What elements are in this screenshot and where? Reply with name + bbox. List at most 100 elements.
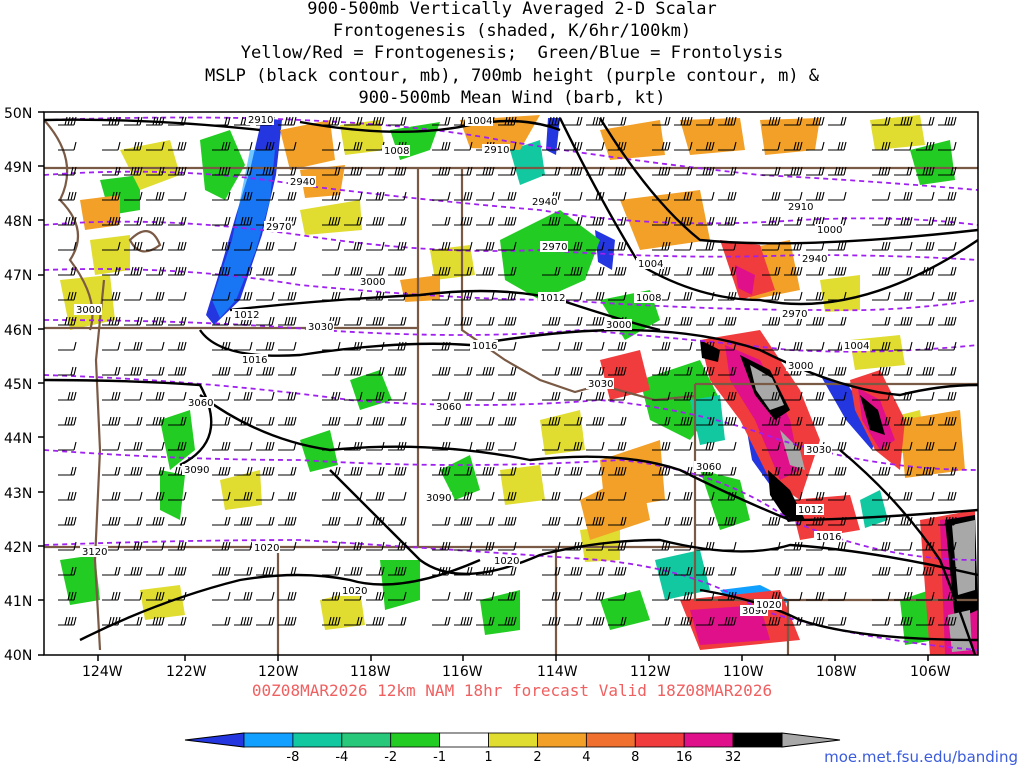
wind-barb (828, 591, 847, 601)
height-label: 2970 (782, 309, 807, 320)
mslp-label: 1020 (756, 600, 781, 611)
wind-barb (344, 616, 363, 626)
colorbar-tick-label: -8 (286, 750, 299, 765)
wind-barb (454, 291, 473, 301)
wind-barb (828, 316, 847, 326)
wind-barb (674, 341, 693, 351)
wind-barb (894, 341, 913, 351)
wind-barb (564, 441, 583, 451)
wind-barb (256, 341, 275, 351)
state-borders (44, 119, 978, 655)
wind-barb (234, 466, 253, 476)
colorbar-swatch (439, 732, 489, 748)
wind-barb (696, 266, 715, 276)
wind-barb (784, 516, 803, 526)
lon-label: 112W (630, 664, 671, 680)
wind-barb (498, 266, 517, 276)
wind-barb (168, 266, 187, 276)
wind-barb (674, 141, 693, 151)
wind-barb (542, 341, 561, 351)
wind-barb (168, 391, 187, 401)
wind-barb (652, 466, 671, 476)
wind-barb (344, 216, 363, 226)
wind-barb (938, 391, 957, 401)
wind-barb (938, 241, 957, 251)
wind-barb (542, 441, 561, 451)
wind-barb (894, 266, 913, 276)
wind-barb (762, 191, 781, 201)
wind-barb (212, 141, 231, 151)
wind-barb (938, 116, 957, 126)
wind-barb (344, 141, 363, 151)
wind-barb (806, 391, 825, 401)
wind-barb (146, 566, 165, 576)
wind-barb (674, 616, 693, 626)
wind-barb (696, 366, 715, 376)
wind-barb (212, 316, 231, 326)
wind-barb (872, 191, 891, 201)
wind-barb (564, 516, 583, 526)
wind-barb (212, 441, 231, 451)
wind-barb (674, 541, 693, 551)
wind-barb (278, 341, 297, 351)
wind-barb (916, 416, 935, 426)
wind-barb (278, 366, 297, 376)
wind-barb (58, 391, 77, 401)
wind-barb (432, 116, 451, 126)
wind-barb (212, 341, 231, 351)
wind-barb (234, 191, 253, 201)
wind-barb (212, 391, 231, 401)
wind-barb (608, 166, 627, 176)
wind-barb (498, 541, 517, 551)
wind-barb (806, 266, 825, 276)
wind-barb (344, 391, 363, 401)
height-label: 2940 (290, 177, 315, 188)
wind-barb (388, 341, 407, 351)
wind-barb (674, 241, 693, 251)
wind-barb (366, 266, 385, 276)
credit-link[interactable]: moe.met.fsu.edu/banding (824, 748, 1018, 766)
wind-barb (168, 366, 187, 376)
lat-label: 42N (4, 540, 32, 556)
wind-barb (146, 541, 165, 551)
wind-barb (916, 216, 935, 226)
wind-barb (256, 441, 275, 451)
wind-barb (828, 166, 847, 176)
wind-barb (916, 541, 935, 551)
wind-barb (432, 141, 451, 151)
wind-barb (432, 541, 451, 551)
wind-barb (784, 416, 803, 426)
lat-label: 47N (4, 268, 32, 284)
wind-barb (322, 566, 341, 576)
height-label: 2910 (248, 115, 273, 126)
wind-barb (696, 441, 715, 451)
wind-barb (322, 216, 341, 226)
wind-barb (674, 591, 693, 601)
wind-barb (894, 141, 913, 151)
wind-barb (938, 416, 957, 426)
wind-barb (102, 141, 121, 151)
wind-barb (102, 591, 121, 601)
wind-barb (608, 491, 627, 501)
wind-barb (278, 266, 297, 276)
wind-barb (696, 216, 715, 226)
height-label: 3090 (742, 606, 767, 617)
wind-barb (674, 491, 693, 501)
wind-barb (674, 266, 693, 276)
wind-barb (388, 266, 407, 276)
wind-barb (542, 391, 561, 401)
colorbar: -8 -4 -2 -1 1 2 4 8 16 32 (184, 732, 841, 765)
mslp-label: 1016 (472, 341, 497, 352)
wind-barb (124, 166, 143, 176)
wind-barb (652, 441, 671, 451)
wind-barb (564, 541, 583, 551)
wind-barb (432, 441, 451, 451)
wind-barb (322, 241, 341, 251)
wind-barb (542, 316, 561, 326)
lat-label: 45N (4, 377, 32, 393)
wind-barb (388, 616, 407, 626)
wind-barb (476, 566, 495, 576)
wind-barb (894, 516, 913, 526)
wind-barb (498, 341, 517, 351)
wind-barb (586, 491, 605, 501)
